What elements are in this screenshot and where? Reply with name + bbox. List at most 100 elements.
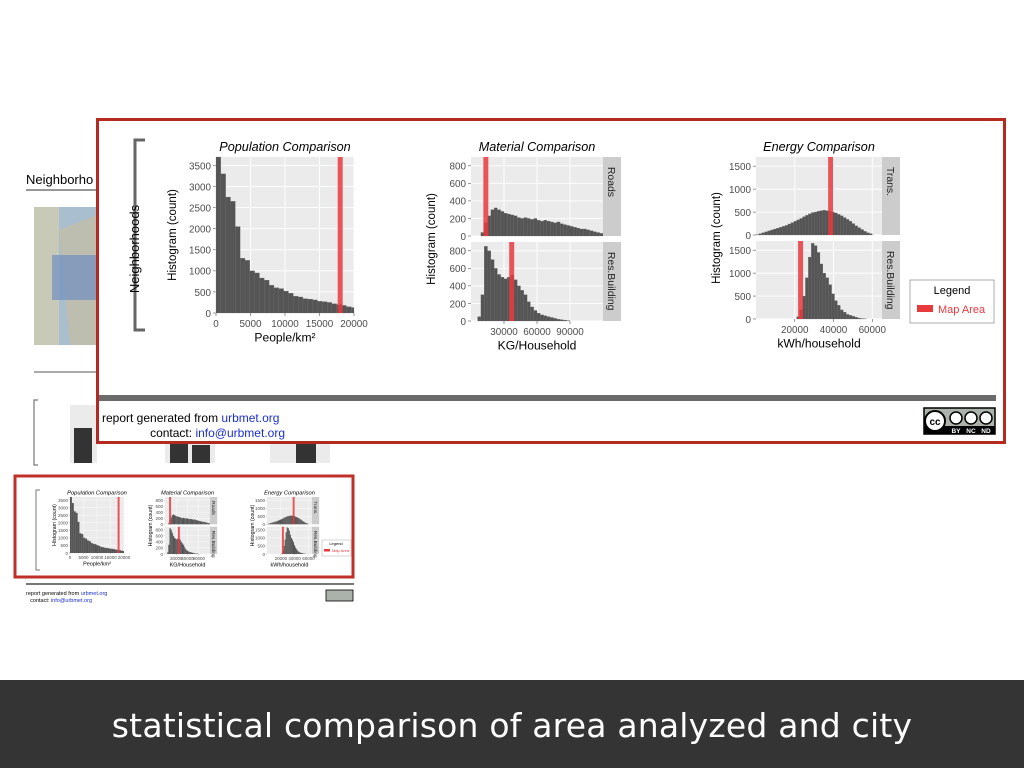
license-badge: cc BY NC ND	[923, 407, 996, 435]
population-xtick-label: 0	[213, 319, 219, 330]
energy-bar	[793, 221, 797, 236]
small-population-xtick-label: 15000	[104, 555, 117, 560]
population-xlabel: People/km²	[254, 330, 315, 344]
energy-ytick-label: 500	[735, 208, 752, 219]
material-bar	[527, 301, 531, 322]
small-energy-bar	[271, 522, 273, 525]
energy-bar	[834, 212, 838, 236]
small-energy-bar	[287, 516, 289, 525]
contact-email: info@urbmet.org	[195, 426, 285, 440]
small-material-bar	[179, 517, 181, 525]
small-material-ytick-label: 400	[155, 510, 163, 515]
cc-icon	[924, 410, 946, 432]
small-population-bar	[79, 533, 82, 554]
small-energy-bar	[278, 520, 280, 525]
population-ytick-label: 2000	[189, 225, 211, 236]
material-bar	[490, 259, 495, 322]
energy-ytick-label: 1000	[729, 269, 751, 280]
material-bar	[536, 220, 541, 237]
small-energy-bar	[287, 528, 289, 555]
small-material-bar	[171, 532, 173, 555]
material-bar	[503, 278, 508, 322]
small-energy-bar	[302, 553, 304, 555]
small-material-bar	[198, 520, 200, 525]
small-energy-title: Energy Comparison	[264, 491, 315, 497]
contact-line: contact: info@urbmet.org	[150, 426, 285, 440]
slide-caption: statistical comparison of area analyzed …	[111, 706, 913, 745]
small-energy-bar	[273, 522, 275, 525]
small-energy-bar	[285, 532, 287, 555]
material-bar	[563, 320, 567, 322]
small-footer-link: urbmet.org	[81, 591, 108, 597]
small-material-bar	[202, 521, 204, 525]
energy-bar	[782, 226, 786, 236]
energy-bar	[843, 217, 847, 236]
material-bar	[556, 221, 561, 237]
small-material-bar	[190, 519, 193, 525]
small-population-bar	[100, 546, 103, 554]
material-bar	[530, 219, 534, 237]
material-bar	[500, 211, 505, 237]
neighborhoods-bracket	[133, 138, 145, 332]
contact-label: contact:	[150, 426, 195, 440]
population-bar	[254, 272, 260, 314]
small-material-ytick-label: 400	[155, 540, 163, 545]
small-energy-bar	[275, 521, 277, 525]
small-energy-bar	[297, 517, 299, 525]
small-energy-ytick-label: 1500	[255, 498, 266, 503]
material-strip	[603, 242, 621, 321]
small-energy-bar	[290, 537, 292, 555]
material-bar	[579, 228, 584, 237]
small-footer-line: report generated from urbmet.org	[26, 591, 107, 597]
nc-icon	[964, 411, 978, 425]
energy-bar	[811, 212, 815, 236]
material-bar	[494, 207, 498, 237]
small-material-bar	[199, 521, 202, 525]
small-material-bar	[186, 550, 188, 555]
population-bar	[298, 296, 304, 314]
small-population-ytick-label: 0	[65, 551, 68, 556]
small-material-bar	[181, 518, 184, 525]
small-material-ytick-label: 600	[155, 504, 163, 509]
small-energy-bar	[276, 521, 278, 525]
population-title: Population Comparison	[219, 140, 350, 154]
material-bar	[503, 213, 508, 237]
map-thumbnail	[34, 207, 97, 345]
small-energy-strip	[312, 497, 320, 525]
small-legend-box	[321, 539, 352, 557]
small-material-bar	[194, 553, 196, 555]
material-ytick-label: 0	[461, 232, 467, 243]
background-report-slide: Neighborho Population Comparison 0 500 1000 1…	[13, 172, 355, 604]
legend-title: Legend	[934, 285, 971, 297]
small-energy-bar	[298, 518, 300, 525]
material-bar	[480, 294, 485, 322]
population-ytick-label: 3500	[189, 161, 211, 172]
license-badge-strip	[924, 426, 995, 434]
population-bar	[278, 288, 284, 314]
small-material-strip-label: Res.Building	[210, 531, 216, 558]
energy-bar	[767, 230, 771, 236]
small-material-bar	[205, 522, 207, 525]
material-bar	[583, 228, 587, 237]
small-material-bar	[173, 515, 176, 525]
material-bar	[553, 318, 557, 322]
energy-bar	[784, 225, 789, 236]
energy-bar	[816, 211, 821, 236]
material-ytick-label: 400	[450, 282, 467, 293]
energy-bar	[840, 309, 844, 320]
small-material-ytick-label: 0	[160, 552, 163, 557]
energy-bar	[828, 284, 832, 320]
population-bar	[351, 307, 355, 314]
small-material-ytick-label: 800	[155, 498, 163, 503]
small-population-ytick-label: 2000	[58, 520, 69, 525]
small-material-bar	[193, 553, 195, 555]
small-material-bar	[182, 544, 185, 555]
population-xtick-label: 15000	[306, 319, 334, 330]
material-bar	[517, 217, 521, 237]
small-energy-bar	[297, 550, 299, 555]
small-energy-ytick-label: 1000	[255, 536, 266, 541]
small-contact-email: info@urbmet.org	[51, 598, 92, 604]
energy-ytick-label: 1500	[729, 246, 751, 257]
small-energy-bar	[289, 515, 291, 525]
summary-bar	[170, 440, 188, 463]
